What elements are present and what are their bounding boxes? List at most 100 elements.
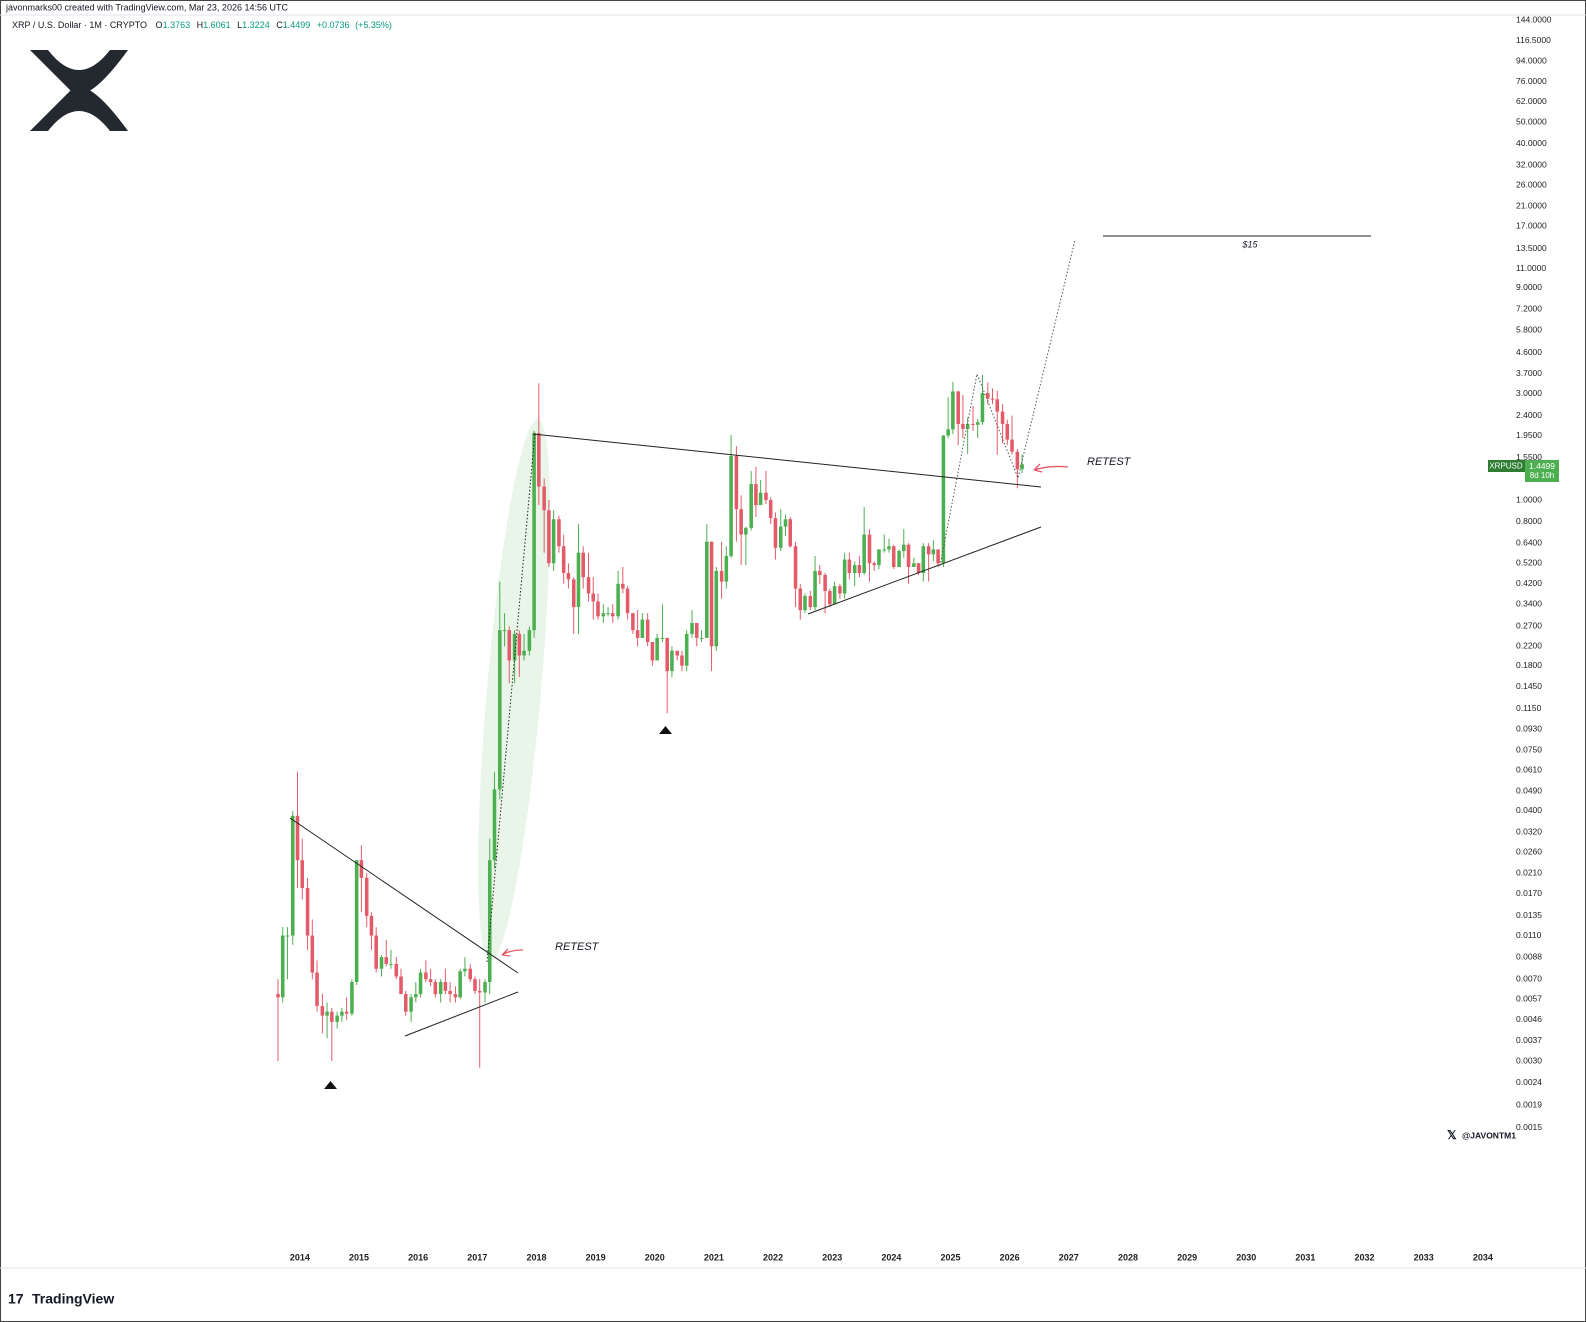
y-tick-label: 116.5000 [1516, 35, 1551, 45]
candle-body [601, 613, 606, 617]
y-tick-label: 1.0000 [1516, 494, 1542, 504]
candle-body [310, 935, 315, 973]
candle-body [571, 579, 576, 608]
ohlc-value: 1.3224 [242, 20, 270, 30]
candle-body [709, 541, 714, 647]
candle-body [902, 544, 906, 552]
candle-body [690, 622, 694, 634]
candle-body [295, 815, 300, 861]
y-tick-label: 0.1800 [1516, 660, 1542, 670]
candle-body [744, 527, 748, 535]
candle-body [551, 519, 556, 564]
y-tick-label: 0.0170 [1516, 888, 1542, 898]
candle-body [364, 877, 369, 916]
candle-body [660, 637, 665, 639]
price-label-symbol: XRPUSD [1489, 462, 1523, 471]
y-tick-label: 144.0000 [1516, 14, 1552, 24]
y-tick-label: 0.0210 [1516, 867, 1542, 877]
candle-body [369, 915, 374, 936]
candle-body [828, 590, 832, 605]
candle-body [823, 575, 827, 591]
candle-body [680, 655, 684, 666]
change-percent: (+5.35%) [355, 20, 392, 30]
y-tick-label: 0.1150 [1516, 703, 1542, 713]
y-tick-label: 94.0000 [1516, 56, 1547, 66]
y-tick-label: 0.0088 [1516, 951, 1542, 961]
x-tick-label: 2033 [1414, 1252, 1434, 1262]
candle-body [941, 435, 946, 564]
candle-body [877, 549, 881, 566]
ohlc-letter: H [197, 20, 204, 30]
marker [659, 726, 672, 734]
candle-body [965, 423, 970, 429]
candle-body [517, 633, 522, 656]
x-tick-label: 2028 [1118, 1252, 1138, 1262]
y-tick-label: 0.0400 [1516, 805, 1542, 815]
brand: TradingView [32, 1291, 114, 1307]
candle-body [492, 789, 497, 861]
y-tick-label: 13.5000 [1516, 243, 1547, 253]
x-tick-label: 2027 [1059, 1252, 1079, 1262]
price-label-symbol-box [1488, 460, 1525, 472]
candle-body [832, 586, 837, 605]
candle-body [350, 981, 354, 1014]
candle-body [443, 981, 448, 991]
candle-body [897, 551, 901, 567]
candle-body [1015, 451, 1020, 470]
y-tick-label: 1.5500 [1516, 452, 1542, 462]
candle-body [921, 546, 926, 573]
candle-body [640, 619, 645, 638]
ohlc-value: 1.6061 [203, 20, 231, 30]
candle-body [502, 630, 507, 632]
y-tick-label: 0.6400 [1516, 537, 1542, 547]
arrow [501, 948, 524, 957]
candle-body [557, 519, 561, 547]
y-tick-label: 0.0260 [1516, 847, 1542, 857]
y-tick-label: 50.0000 [1516, 117, 1547, 127]
candle-body [916, 563, 921, 573]
ohlc-letter: C [276, 20, 283, 30]
candle-body [522, 650, 526, 656]
candle-body [1000, 411, 1005, 424]
brand-logo: 17 [8, 1291, 24, 1307]
candle-body [379, 957, 384, 969]
candle-body [852, 565, 857, 573]
candle-body [537, 433, 541, 487]
candle-body [838, 586, 842, 594]
y-tick-label: 0.8000 [1516, 516, 1542, 526]
x-tick-label: 2025 [940, 1252, 960, 1262]
candle-body [433, 981, 438, 995]
candle-body [586, 577, 591, 594]
y-tick-label: 0.1450 [1516, 681, 1542, 691]
candle-body [477, 990, 482, 993]
candle-body [714, 570, 719, 647]
ohlc-letter: O [156, 20, 163, 30]
candle-body [512, 633, 517, 661]
creator: javonmarks00 created with TradingView.co… [5, 2, 288, 12]
candle-body [325, 1011, 329, 1016]
marker [324, 1081, 337, 1089]
x-tick-label: 2015 [349, 1252, 369, 1262]
x-tick-label: 2019 [586, 1252, 606, 1262]
candle-body [1010, 439, 1014, 452]
candle-body [645, 619, 650, 642]
y-tick-label: 1.9500 [1516, 430, 1542, 440]
y-tick-label: 0.0015 [1516, 1122, 1542, 1132]
candle-body [625, 588, 630, 614]
y-tick-label: 0.0135 [1516, 910, 1542, 920]
x-tick-label: 2014 [290, 1252, 310, 1262]
candle-body [961, 423, 965, 429]
projection [486, 431, 536, 963]
candle-body [694, 622, 699, 638]
symbol: XRP / U.S. Dollar · 1M · CRYPTO [12, 20, 147, 30]
ohlc-letter: L [237, 20, 242, 30]
candle-body [418, 972, 423, 995]
candle-body [280, 935, 285, 998]
candle-body [409, 997, 413, 1012]
trendline [289, 817, 519, 974]
candle-body [803, 596, 807, 611]
candle-body [285, 935, 290, 937]
candle-body [975, 422, 980, 425]
candle-body [340, 1011, 344, 1016]
